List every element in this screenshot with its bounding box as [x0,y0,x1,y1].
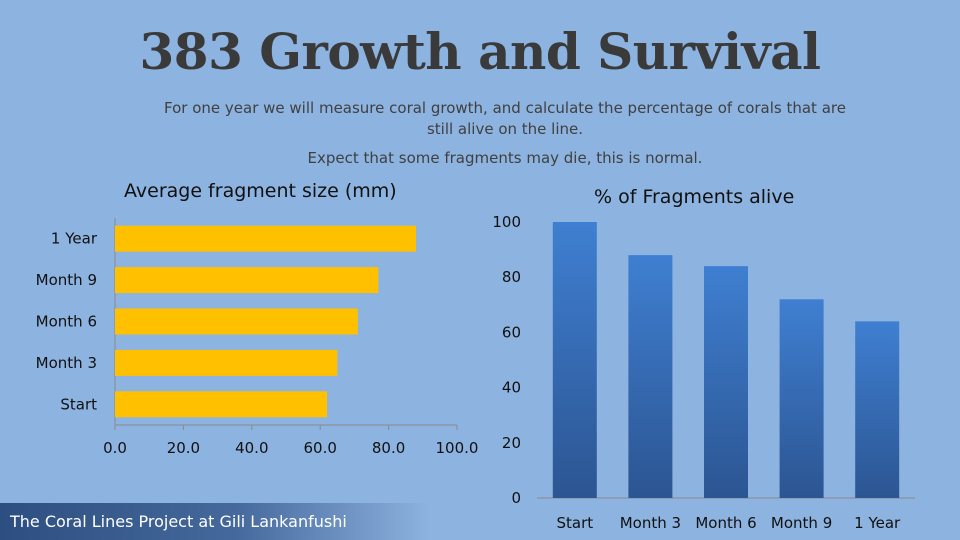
column-y-tick-label: 80 [502,268,521,286]
alive-column [628,255,673,498]
page-title: 383 Growth and Survival [139,22,821,81]
bar-category-label: Month 6 [36,313,97,331]
column-chart-title: % of Fragments alive [594,186,795,208]
size-bar [115,225,416,252]
bar-category-label: Month 3 [36,354,97,372]
column-category-label: Month 3 [620,514,681,532]
alive-column [779,299,824,498]
bar-category-label: 1 Year [51,230,98,248]
column-y-tick-label: 60 [502,323,521,341]
bar-x-tick-label: 100.0 [436,439,479,457]
column-y-tick-label: 0 [511,489,521,507]
bar-x-tick-label: 20.0 [167,439,200,457]
alive-column [855,321,900,498]
bar-chart-title: Average fragment size (mm) [124,180,397,202]
column-y-tick-label: 40 [502,379,521,397]
subtitle-line-1: For one year we will measure coral growt… [164,99,846,138]
subtitle-line-2: Expect that some fragments may die, this… [307,149,703,167]
column-category-label: Month 6 [695,514,756,532]
column-category-label: Start [556,514,593,532]
size-bar [115,308,358,335]
bar-x-tick-label: 40.0 [235,439,268,457]
size-bar [115,349,338,376]
column-y-tick-label: 20 [502,434,521,452]
column-category-label: 1 Year [854,514,901,532]
footer-banner: The Coral Lines Project at Gili Lankanfu… [0,503,430,540]
bar-x-tick-label: 0.0 [103,439,127,457]
bar-category-label: Start [60,395,97,413]
bar-x-tick-label: 60.0 [303,439,336,457]
size-bar [115,391,328,418]
fragment-size-bar-chart: 1 Year Month 9 Month 6 Month 3 Start 0.0 20.0 4… [36,218,479,457]
fragments-alive-column-chart: 0 20 40 60 80 100 Start Month 3 Month 6 Month 9 1 … [492,213,915,532]
footer-text: The Coral Lines Project at Gili Lankanfu… [10,512,347,531]
alive-column [704,266,748,498]
column-category-label: Month 9 [771,514,832,532]
column-y-tick-label: 100 [492,213,521,231]
alive-column [552,222,597,498]
bar-x-tick-label: 80.0 [372,439,405,457]
bar-category-label: Month 9 [36,271,97,289]
size-bar [115,267,379,294]
